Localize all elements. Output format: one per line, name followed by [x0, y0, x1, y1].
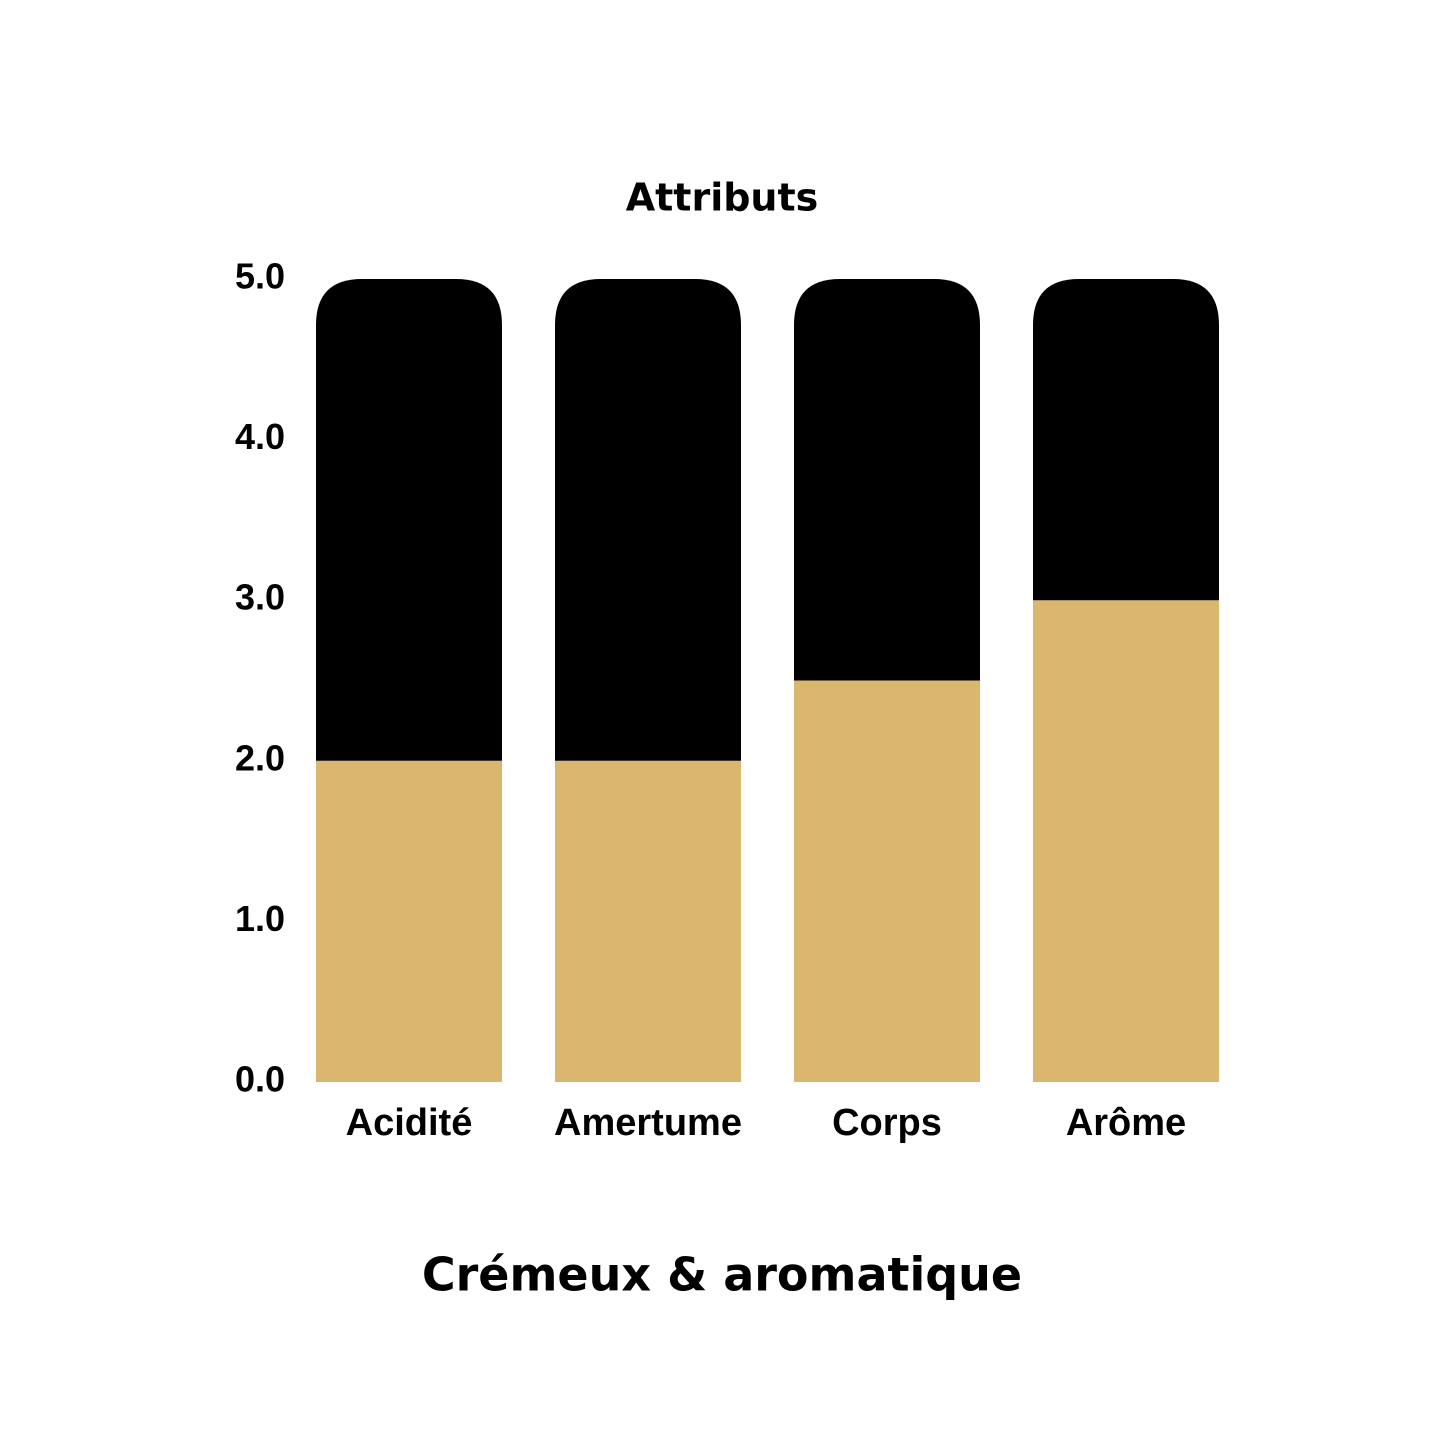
bar-segment — [316, 279, 502, 761]
y-tick-label: 2.0 — [235, 737, 285, 778]
bar-segment — [555, 760, 741, 1082]
y-tick-label: 1.0 — [235, 898, 285, 939]
bar-segment — [1033, 600, 1219, 1082]
bar-segment — [794, 680, 980, 1082]
y-tick-label: 4.0 — [235, 416, 285, 457]
chart-title: Attributs — [626, 176, 819, 220]
chart-caption: Crémeux & aromatique — [422, 1248, 1022, 1302]
bar-segment — [555, 279, 741, 761]
x-tick-label: Corps — [832, 1102, 942, 1144]
x-tick-label: Acidité — [346, 1102, 473, 1144]
y-tick-label: 3.0 — [235, 577, 285, 618]
y-tick-label: 5.0 — [235, 256, 285, 297]
bar-segment — [1033, 279, 1219, 601]
x-tick-label: Amertume — [554, 1102, 742, 1144]
bar-segment — [316, 760, 502, 1082]
bar-segment — [794, 279, 980, 681]
x-tick-label: Arôme — [1066, 1102, 1186, 1144]
y-tick-label: 0.0 — [235, 1059, 285, 1100]
